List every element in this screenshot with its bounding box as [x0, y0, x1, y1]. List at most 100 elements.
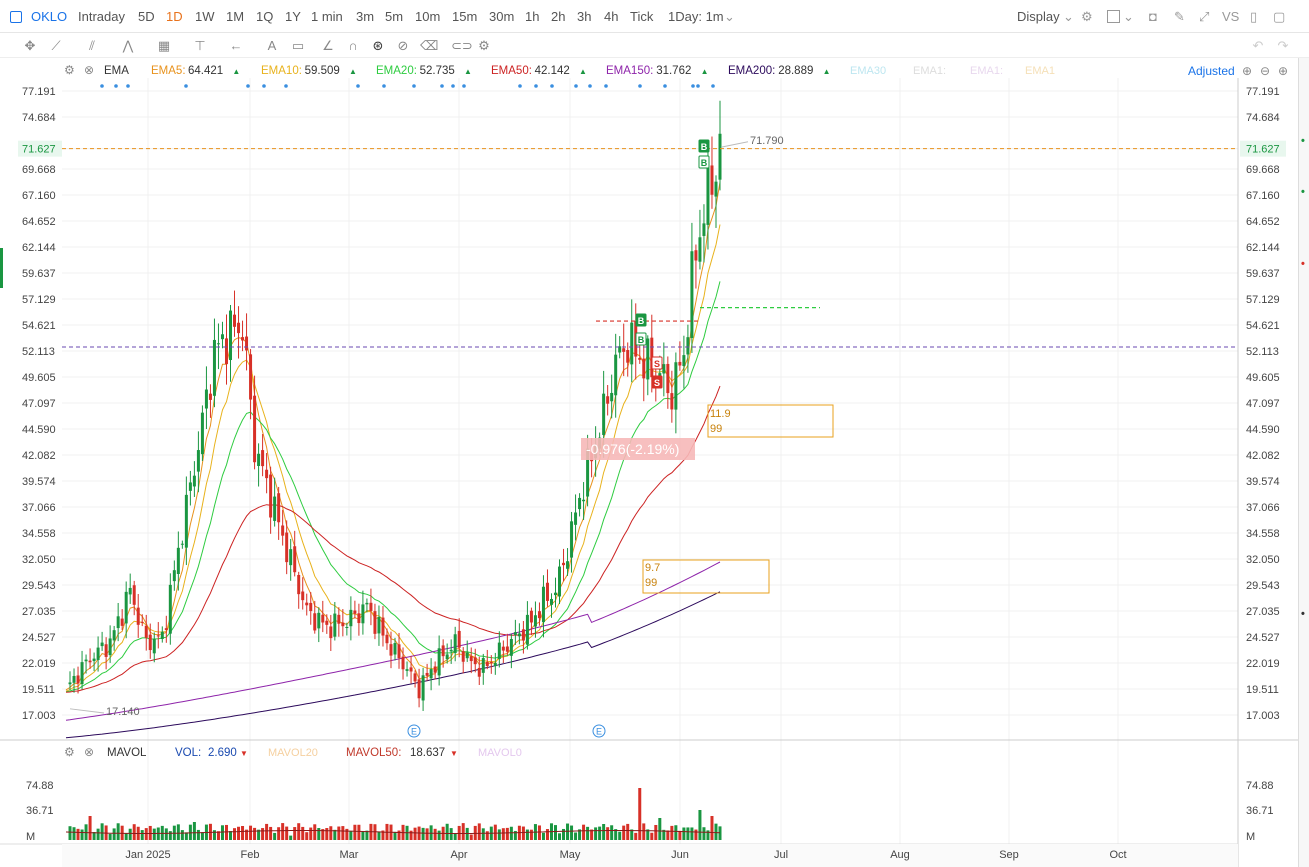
camera-icon[interactable]: ◘ [1149, 9, 1157, 24]
candle-body [184, 494, 188, 548]
maximize-icon[interactable]: ▢ [1273, 9, 1286, 24]
interval-10m[interactable]: 10m [415, 9, 441, 24]
interval-4h[interactable]: 4h [604, 9, 619, 24]
measure-box-value: 9.7 [645, 562, 660, 574]
volume-bar [606, 827, 610, 840]
interval-1h[interactable]: 1h [525, 9, 540, 24]
volume-bar [521, 826, 525, 840]
volume-bar [188, 824, 192, 840]
expand-icon[interactable]: ⤢ [1199, 9, 1210, 24]
vs-button[interactable]: VS [1222, 9, 1240, 24]
candle-body [485, 661, 489, 666]
candle-body [196, 450, 200, 472]
pattern-icon[interactable]: ▦ [157, 38, 171, 53]
month-label: Jan 2025 [125, 849, 170, 861]
link-icon[interactable]: ⊂⊃ [451, 38, 473, 53]
symbol-label[interactable]: OKLO [31, 9, 68, 24]
volume-bar [144, 828, 148, 840]
fib-icon[interactable]: ⊤ [194, 38, 206, 53]
trash-icon[interactable]: ⌫ [420, 38, 439, 53]
interval-intraday[interactable]: Intraday [78, 9, 125, 24]
candle-body [389, 644, 393, 656]
candle-body [517, 633, 521, 637]
arrow-icon[interactable]: ← [229, 38, 243, 53]
settings-icon[interactable]: ⚙ [478, 38, 490, 53]
interval-1m[interactable]: 1M [226, 9, 245, 24]
callout-icon[interactable]: ▭ [291, 38, 305, 53]
volume-bar [200, 832, 204, 840]
interval-1q[interactable]: 1Q [256, 9, 274, 24]
display-button[interactable]: Display [1017, 9, 1060, 24]
month-label: Feb [241, 849, 260, 861]
symbol-icon[interactable] [10, 11, 22, 23]
interval-3m[interactable]: 3m [356, 9, 375, 24]
candle-body [261, 450, 265, 467]
add-icon: ⊕ [1278, 64, 1288, 78]
note-icon[interactable]: ▯ [1250, 9, 1258, 24]
candle-body [473, 657, 477, 665]
magnet-icon[interactable]: ⊛ [372, 38, 384, 53]
interval-30m[interactable]: 30m [489, 9, 515, 24]
event-dot [691, 84, 695, 88]
undo-icon[interactable]: ↶ [1252, 38, 1264, 53]
candle-body [333, 613, 337, 637]
volume-bar [421, 827, 425, 840]
volume-bar [224, 824, 228, 840]
checkbox-icon[interactable] [1107, 10, 1120, 23]
interval-1d[interactable]: 1D [166, 9, 183, 24]
channel-icon[interactable]: ⫽ [89, 38, 95, 53]
crosshair-icon[interactable]: ✥ [24, 38, 36, 53]
chevron-down-icon[interactable]: ⌄ [1063, 9, 1074, 24]
interval-1w[interactable]: 1W [195, 9, 215, 24]
arc-icon[interactable]: ∩ [348, 38, 358, 53]
candle-body [80, 662, 84, 685]
chevron-down-icon[interactable]: ⌄ [724, 9, 735, 24]
candle-body [100, 642, 104, 647]
candle-body [686, 337, 690, 355]
price-tick-right: 59.637 [1246, 268, 1280, 280]
price-tick-right: 47.097 [1246, 398, 1280, 410]
volume-bar [132, 824, 136, 840]
earnings-label: E [411, 727, 417, 737]
chevron-down-icon[interactable]: ⌄ [1123, 9, 1134, 24]
text-icon[interactable]: A [267, 38, 277, 53]
volume-tick-left: 36.71 [26, 805, 54, 817]
volume-bar [674, 825, 678, 840]
gear-icon[interactable]: ⚙ [1081, 9, 1093, 24]
interval-2h[interactable]: 2h [551, 9, 566, 24]
trendline-icon[interactable]: ⟋ [51, 38, 61, 53]
pencil-icon[interactable]: ✎ [1174, 9, 1185, 24]
ema-legend-value: 31.762 [656, 65, 691, 77]
zigzag-icon[interactable]: ⋀ [122, 38, 134, 53]
candle-body [465, 652, 469, 659]
volume-bar [192, 822, 196, 840]
price-tick-right: 69.668 [1246, 164, 1280, 176]
interval-1y[interactable]: 1Y [285, 9, 301, 24]
candle-body [208, 393, 212, 400]
ruler-icon[interactable]: ∠ [322, 38, 334, 53]
interval-15m[interactable]: 15m [452, 9, 478, 24]
candle-body [493, 662, 497, 667]
interval-tick[interactable]: Tick [630, 9, 654, 24]
close-icon: ⊗ [84, 63, 94, 77]
candle-body [76, 675, 80, 684]
price-tick-right: 64.652 [1246, 216, 1280, 228]
ema-legend-label: EMA5: [151, 65, 186, 77]
volume-bar [429, 825, 433, 840]
redo-icon[interactable]: ↷ [1277, 38, 1289, 53]
period-select[interactable]: 1Day: 1m [668, 9, 724, 24]
volume-bar [108, 833, 112, 840]
interval-1-min[interactable]: 1 min [311, 9, 343, 24]
interval-3h[interactable]: 3h [577, 9, 592, 24]
ema-line [65, 591, 721, 739]
volume-bar [124, 833, 128, 840]
price-chart[interactable]: ⚙ ⊗ EMA EMA5: 64.421 ▲ EMA10: 59.509 ▲ EMA20: 52.7… [0, 58, 1298, 867]
interval-5m[interactable]: 5m [385, 9, 404, 24]
volume-bar [702, 827, 706, 840]
hide-icon[interactable]: ⊘ [397, 38, 409, 53]
volume-bar [196, 829, 200, 840]
event-dot [696, 84, 700, 88]
interval-5d[interactable]: 5D [138, 9, 155, 24]
candle-body [562, 562, 566, 566]
candle-body [453, 634, 457, 654]
